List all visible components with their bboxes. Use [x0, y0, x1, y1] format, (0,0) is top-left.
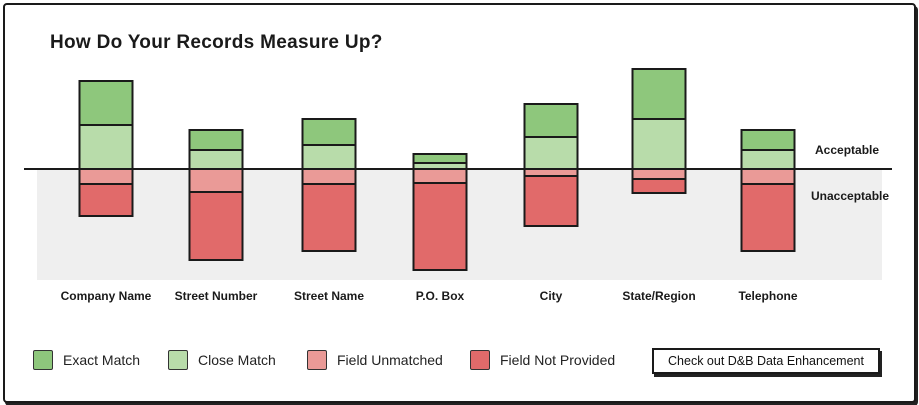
category-label-telephone: Telephone — [738, 289, 797, 303]
bar-state-region-exact-match — [631, 68, 687, 120]
bar-street-number-field-unmatched — [188, 168, 244, 193]
category-label-state-region: State/Region — [622, 289, 695, 303]
unacceptable-label: Unacceptable — [811, 189, 889, 203]
category-label-street-number: Street Number — [175, 289, 258, 303]
bar-company-name-field-unmatched — [78, 168, 134, 185]
dnb-data-enhancement-button[interactable]: Check out D&B Data Enhancement — [652, 348, 880, 374]
bar-company-name-field-not-provided — [78, 183, 134, 217]
legend-item-close-match: Close Match — [168, 348, 276, 372]
bar-street-name-close-match — [301, 144, 357, 170]
bar-p-o-box-exact-match — [412, 153, 468, 164]
legend-label-close-match: Close Match — [198, 352, 276, 368]
bar-company-name-close-match — [78, 124, 134, 170]
bar-city-field-not-provided — [523, 175, 579, 227]
bar-telephone-close-match — [740, 149, 796, 170]
bar-telephone-field-unmatched — [740, 168, 796, 185]
bar-city-exact-match — [523, 103, 579, 138]
bars-group — [78, 68, 796, 271]
legend-item-exact-match: Exact Match — [33, 348, 140, 372]
bar-state-region-field-not-provided — [631, 178, 687, 194]
legend-label-exact-match: Exact Match — [63, 352, 141, 368]
bar-city-close-match — [523, 136, 579, 170]
category-label-company-name: Company Name — [61, 289, 152, 303]
category-label-p-o-box: P.O. Box — [416, 289, 465, 303]
legend-item-field-not-provided: Field Not Provided — [470, 348, 615, 372]
bar-telephone-exact-match — [740, 129, 796, 151]
acceptable-label: Acceptable — [815, 143, 879, 157]
legend-swatch-close-match — [168, 350, 188, 370]
bar-street-name-field-unmatched — [301, 168, 357, 185]
bar-state-region-field-unmatched — [631, 168, 687, 180]
bar-state-region-close-match — [631, 118, 687, 170]
category-labels: Company Name Street Number Street Name P.O.… — [61, 289, 798, 303]
bar-p-o-box-field-not-provided — [412, 182, 468, 271]
bar-telephone-field-not-provided — [740, 183, 796, 252]
legend-label-field-unmatched: Field Unmatched — [337, 352, 443, 368]
legend-item-field-unmatched: Field Unmatched — [307, 348, 443, 372]
bar-city-field-unmatched — [523, 168, 579, 177]
chart-title: How Do Your Records Measure Up? — [50, 32, 383, 53]
legend-swatch-field-unmatched — [307, 350, 327, 370]
category-label-city: City — [540, 289, 563, 303]
bar-p-o-box-field-unmatched — [412, 168, 468, 184]
bar-street-name-field-not-provided — [301, 183, 357, 252]
legend-swatch-field-not-provided — [470, 350, 490, 370]
bar-street-number-exact-match — [188, 129, 244, 151]
bar-street-name-exact-match — [301, 118, 357, 146]
bar-street-number-close-match — [188, 149, 244, 170]
legend-label-field-not-provided: Field Not Provided — [500, 352, 616, 368]
bar-street-number-field-not-provided — [188, 191, 244, 261]
category-label-street-name: Street Name — [294, 289, 364, 303]
legend-swatch-exact-match — [33, 350, 53, 370]
bar-company-name-exact-match — [78, 80, 134, 126]
